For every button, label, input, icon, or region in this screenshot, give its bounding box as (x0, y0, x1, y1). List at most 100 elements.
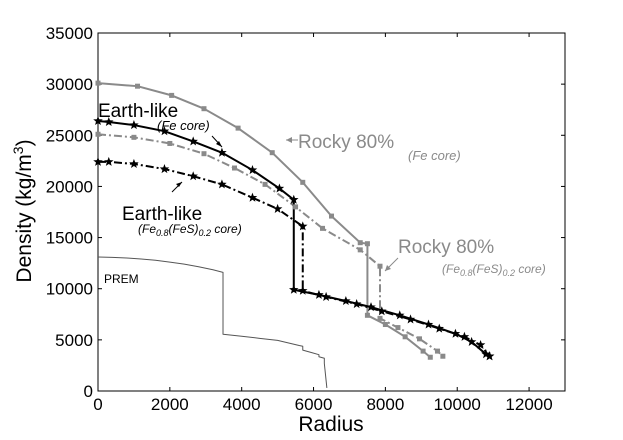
annotation-earth-fe-title: Earth-like (98, 101, 178, 122)
series-3-point (188, 171, 198, 181)
series-2-point (423, 319, 434, 329)
series-0-point (364, 312, 370, 318)
x-tick-label: 2000 (151, 395, 189, 414)
y-tick-label: 35000 (46, 24, 93, 43)
series-markers (93, 80, 495, 361)
series-1-point (395, 325, 401, 331)
series-3-point (217, 179, 227, 189)
series-2-point (217, 147, 227, 157)
series-line-3 (98, 160, 491, 357)
series-2-point (159, 126, 170, 136)
series-0-point (201, 106, 207, 112)
series-3-point (351, 299, 362, 309)
series-1-point (440, 353, 446, 359)
series-2-point (129, 120, 139, 130)
series-0-point (235, 125, 241, 131)
annotation-rocky-fe-sub: (Fe core) (408, 148, 461, 163)
series-0-point (269, 150, 275, 156)
series-0-point (95, 80, 101, 86)
series-3-point (298, 221, 308, 231)
x-tick-label: 8000 (366, 395, 404, 414)
series-0-point (169, 92, 175, 98)
series-1-point (262, 181, 268, 187)
series-1-point (293, 204, 299, 210)
series-1-point (377, 315, 383, 321)
series-1-point (417, 336, 423, 342)
series-3-point (159, 164, 170, 174)
series-2-point (466, 336, 477, 346)
series-2-point (289, 194, 299, 204)
series-0-point (420, 348, 426, 354)
series-3-point (93, 156, 103, 166)
series-3-point (298, 285, 308, 295)
annotations: Earth-like (Fe core) Earth-like (Fe0.8(F… (98, 101, 546, 286)
series-1-point (131, 134, 137, 140)
series-3-point (247, 192, 258, 202)
series-3-point (405, 314, 416, 324)
plot-area (97, 32, 566, 392)
series-3-point (377, 306, 387, 316)
series-0-point (402, 334, 408, 340)
series-1-point (95, 131, 101, 137)
x-tick-label: 12000 (505, 395, 552, 414)
series-2-point (481, 349, 491, 359)
series-2-point (314, 289, 324, 299)
y-tick-label: 25000 (46, 126, 93, 145)
series-3-point (475, 339, 486, 350)
x-tick-label: 4000 (223, 395, 261, 414)
series-3-point (434, 323, 445, 333)
arrowhead-earth-fe (216, 141, 222, 147)
series-0-point (427, 354, 433, 360)
series-1-point (167, 140, 173, 146)
series-2-point (450, 328, 461, 338)
series-2-point (104, 116, 114, 127)
series-2-point (247, 165, 258, 175)
series-1-point (434, 348, 440, 354)
annotation-earth-fes-sub: (Fe0.8(FeS)0.2 core) (138, 222, 242, 238)
x-tick-label: 10000 (434, 395, 481, 414)
arrowhead-rocky-fes (385, 265, 391, 271)
y-tick-label: 0 (84, 382, 93, 401)
series-2-point (341, 295, 351, 306)
y-tick-label: 15000 (46, 229, 93, 248)
series-0-point (357, 240, 363, 246)
axis-ticks (97, 32, 565, 392)
y-tick-label: 5000 (55, 331, 93, 350)
series-1-point (232, 165, 238, 171)
y-tick-label: 10000 (46, 280, 93, 299)
series-2-point (188, 136, 198, 146)
series-3-point (104, 156, 114, 166)
annotation-prem: PREM (104, 272, 139, 286)
x-tick-label: 0 (93, 395, 102, 414)
annotation-earth-fe-sub: (Fe core) (157, 118, 210, 133)
series-0-point (382, 322, 388, 328)
arrowhead-earth-fes (176, 182, 182, 187)
series-0-point (329, 213, 334, 219)
series-3-point (272, 203, 283, 213)
arrowhead-rocky-fe (286, 137, 292, 143)
y-tick-label: 20000 (46, 177, 93, 196)
axis-tick-labels: 0 2000 4000 6000 8000 10000 12000 0 5000 10000 150… (46, 24, 553, 414)
series-2-point (289, 284, 299, 294)
series-0-point (364, 241, 370, 247)
annotation-rocky-fe-title: Rocky 80% (298, 132, 394, 153)
series-1-point (201, 151, 207, 157)
y-tick-label: 30000 (46, 75, 93, 94)
series-2-point (395, 310, 405, 320)
series-1-point (377, 263, 383, 269)
series-line-1 (98, 133, 444, 357)
annotation-rocky-fes-title: Rocky 80% (398, 237, 494, 258)
series-line-4 (98, 256, 328, 388)
series-2-point (274, 183, 285, 193)
series-3-point (484, 351, 495, 361)
y-axis-title: Density (kg/m3) (10, 139, 36, 282)
x-axis-title: Radius (298, 413, 363, 436)
annotation-earth-fes-title: Earth-like (122, 204, 202, 225)
series-0-point (135, 83, 141, 89)
series-2-point (93, 115, 103, 126)
annotation-rocky-fes-sub: (Fe0.8(FeS)0.2 core) (442, 262, 546, 278)
series-0-point (300, 179, 306, 185)
series-3-point (321, 291, 331, 301)
series-1-point (320, 225, 326, 231)
series-3-point (459, 331, 470, 341)
